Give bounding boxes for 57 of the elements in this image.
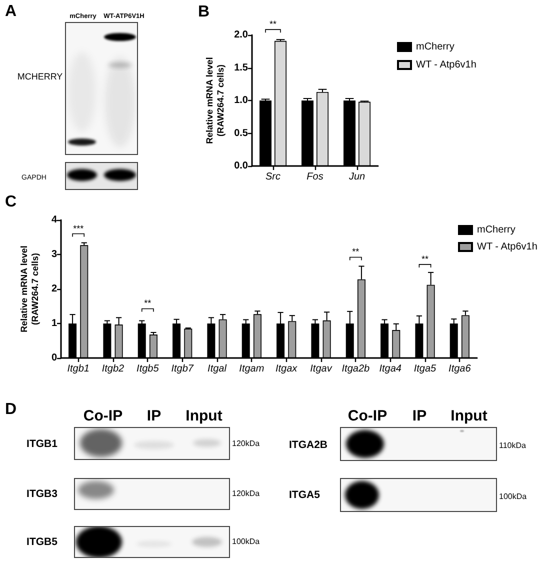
legend-label: mCherry [477,224,516,236]
y-tick-label: 1.0 [234,95,248,106]
x-tick-label: Jun [348,172,366,182]
x-tick-label: Itgb1 [67,364,90,374]
x-tick-label: Itga2b [342,364,370,374]
x-tick-label: Itga5 [414,364,437,374]
legend-label: mCherry [416,42,454,52]
text: ITGA2B [289,438,328,451]
annotation: ** [352,246,360,257]
text: ITGA5 [289,488,320,501]
y-tick-label: 0.5 [234,128,248,139]
y-tick-label: 2.0 [234,30,248,40]
text: 100kDa [232,537,260,546]
y-tick-label: 2 [51,284,58,294]
x-tick-label: Itga4 [379,364,402,374]
text: 110kDa [499,441,526,450]
y-tick-label: 1.5 [234,62,248,74]
legend-label: WT - Atp6v1h [477,242,538,252]
text: Input [450,408,488,424]
text: IP [412,408,427,424]
text: 100kDa [499,492,527,501]
text: A [5,3,17,20]
text: ITGB5 [26,536,58,548]
legend-label: WT - Atp6v1h [416,60,476,70]
x-tick-label: Src [266,172,280,182]
text: Co-IP [348,408,388,424]
text: 120kDa [232,489,260,498]
y-tick-label: 3 [51,249,58,260]
annotation: *** [73,223,84,234]
text: MCHERRY [17,72,63,82]
x-tick-label: Itgb5 [136,364,160,374]
x-tick-label: Itgax [275,364,298,374]
x-tick-label: Itga6 [448,364,472,374]
text: Co-IP [83,408,123,424]
annotation: ** [144,298,152,308]
y-axis-title: Relative mRNA level (RAW264.7 cells) [204,57,226,144]
y-axis-title: Relative mRNA level (RAW264.7 cells) [19,246,40,332]
text: ITGB3 [26,488,58,500]
chart-title: C [5,194,17,210]
chart-title: B [198,4,210,20]
text: IP [146,408,162,424]
x-tick-label: Itgam [239,364,264,374]
y-tick-label: 4 [51,214,58,226]
text: ITGB1 [26,438,58,450]
x-tick-label: Itgav [310,364,333,374]
text: Input [186,408,222,424]
text: D [5,401,17,418]
text: ** [269,19,277,30]
x-tick-label: Fos [306,172,324,182]
x-tick-label: Itgal [208,364,228,374]
x-tick-label: Itgb2 [102,364,125,374]
y-tick-label: 0 [51,352,58,364]
text: 120kDa [232,439,260,448]
annotation: ** [421,254,429,264]
y-tick-label: 0.0 [234,160,248,172]
x-tick-label: Itgb7 [171,364,194,374]
y-tick-label: 1 [51,318,58,329]
